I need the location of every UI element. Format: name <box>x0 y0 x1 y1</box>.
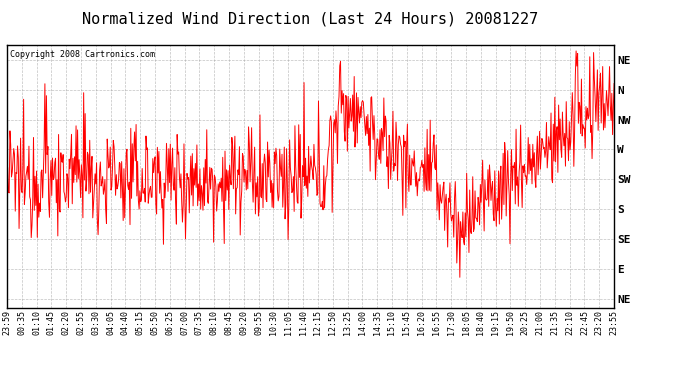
Text: Copyright 2008 Cartronics.com: Copyright 2008 Cartronics.com <box>10 50 155 59</box>
Text: Normalized Wind Direction (Last 24 Hours) 20081227: Normalized Wind Direction (Last 24 Hours… <box>82 11 539 26</box>
